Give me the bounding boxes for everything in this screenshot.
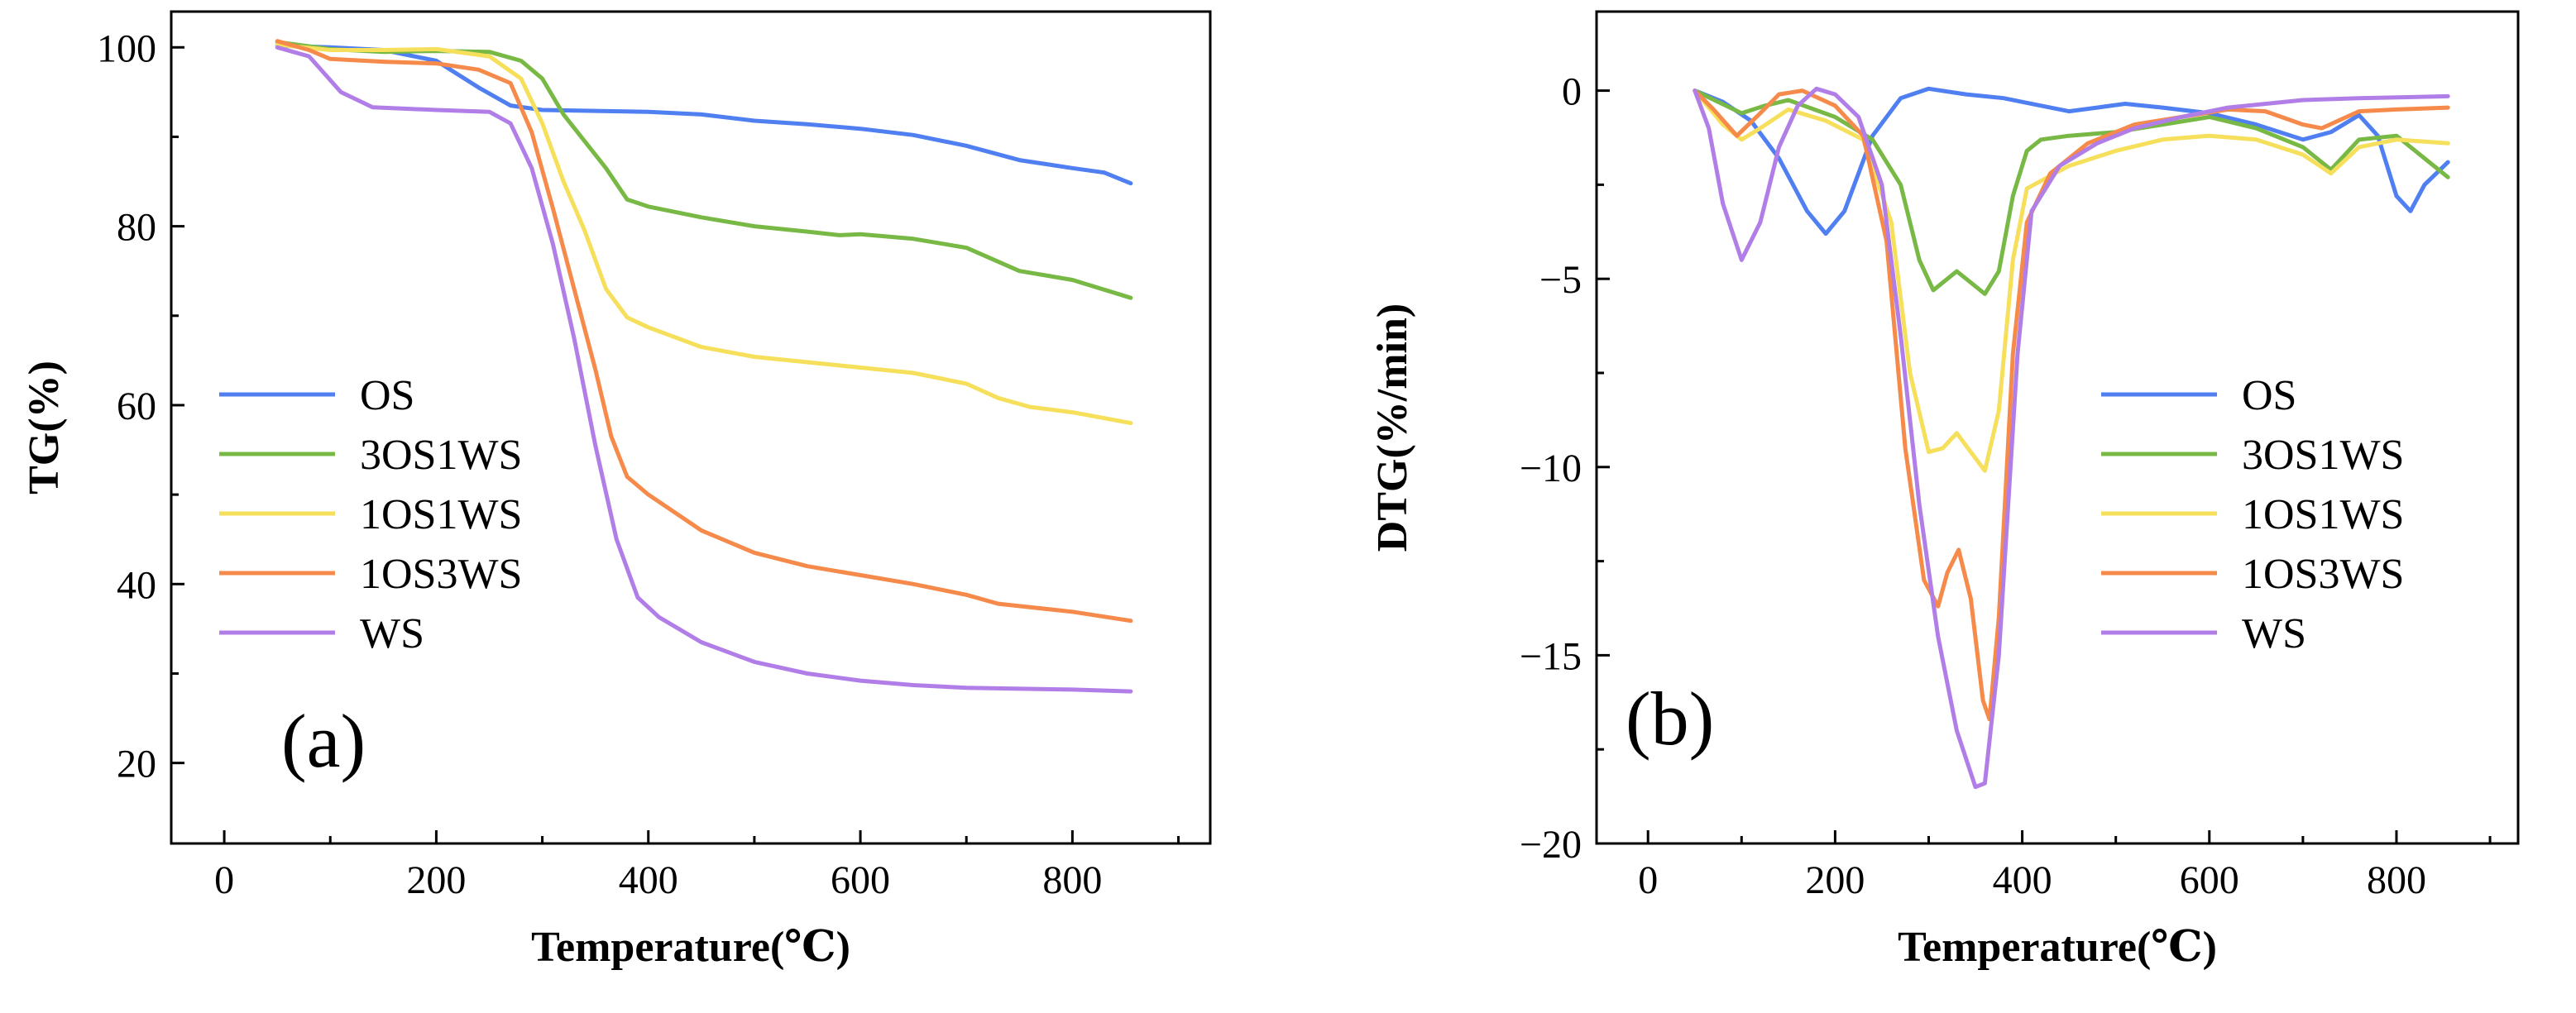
x-axis-title: Temperature(℃) <box>1898 924 2217 971</box>
series-line-1os1ws <box>275 42 1133 426</box>
legend-label: 1OS3WS <box>2242 551 2404 598</box>
series-line-3os1ws <box>275 40 1133 300</box>
x-tick-label: 200 <box>406 858 466 902</box>
legend: OS 3OS1WS 1OS1WS 1OS3WS WS <box>219 372 522 657</box>
series-line-os <box>1693 86 2450 237</box>
legend-label: OS <box>2242 372 2296 419</box>
plot-frame <box>170 10 1212 845</box>
x-tick-label: 400 <box>1993 858 2052 902</box>
y-tick-label: −10 <box>1520 447 1582 490</box>
chart-panel-b: 0 200 400 600 800 0 −5 −10 −15 −20 Temperature(℃) D… <box>1369 10 2520 971</box>
legend-label: 1OS3WS <box>360 551 522 598</box>
legend-label: OS <box>360 372 414 419</box>
y-axis-title: TG(%) <box>21 361 68 495</box>
series-line-ws <box>1693 86 2450 790</box>
x-tick-label: 600 <box>831 858 890 902</box>
plot-frame <box>1595 10 2520 845</box>
series-line-3os1ws <box>1693 88 2450 296</box>
y-tick-label: 60 <box>117 385 156 428</box>
panel-label: (b) <box>1626 676 1714 761</box>
legend-label: 3OS1WS <box>2242 432 2404 479</box>
legend-label: WS <box>360 610 424 657</box>
y-tick-label: −20 <box>1520 823 1582 867</box>
series-line-1os3ws <box>1693 88 2450 722</box>
legend: OS 3OS1WS 1OS1WS 1OS3WS WS <box>2101 372 2404 657</box>
legend-label: 1OS1WS <box>360 491 522 538</box>
series-line-ws <box>275 45 1133 694</box>
legend-label: 3OS1WS <box>360 432 522 479</box>
y-tick-label: −15 <box>1520 634 1582 678</box>
chart-panel-a: 0 200 400 600 800 20 40 60 80 100 Temperature(℃) TG… <box>21 10 1212 971</box>
panel-label: (a) <box>281 699 366 783</box>
x-axis-title: Temperature(℃) <box>531 924 850 971</box>
x-tick-label: 800 <box>2367 858 2426 902</box>
y-tick-label: 20 <box>117 743 156 786</box>
legend-label: 1OS1WS <box>2242 491 2404 538</box>
x-tick-label: 600 <box>2180 858 2239 902</box>
y-tick-label: −5 <box>1539 258 1582 302</box>
x-tick-label: 800 <box>1042 858 1102 902</box>
x-tick-label: 0 <box>214 858 234 902</box>
y-tick-label: 80 <box>117 206 156 250</box>
x-tick-label: 400 <box>619 858 678 902</box>
series-line-os <box>275 43 1133 186</box>
y-tick-label: 100 <box>97 26 156 70</box>
series-line-1os1ws <box>1693 88 2450 473</box>
y-axis-title: DTG(%/min) <box>1369 303 1416 552</box>
series-line-1os3ws <box>275 39 1133 624</box>
x-tick-label: 200 <box>1805 858 1865 902</box>
x-tick-label: 0 <box>1638 858 1658 902</box>
y-tick-label: 40 <box>117 563 156 607</box>
y-tick-label: 0 <box>1562 70 1582 114</box>
legend-label: WS <box>2242 610 2306 657</box>
